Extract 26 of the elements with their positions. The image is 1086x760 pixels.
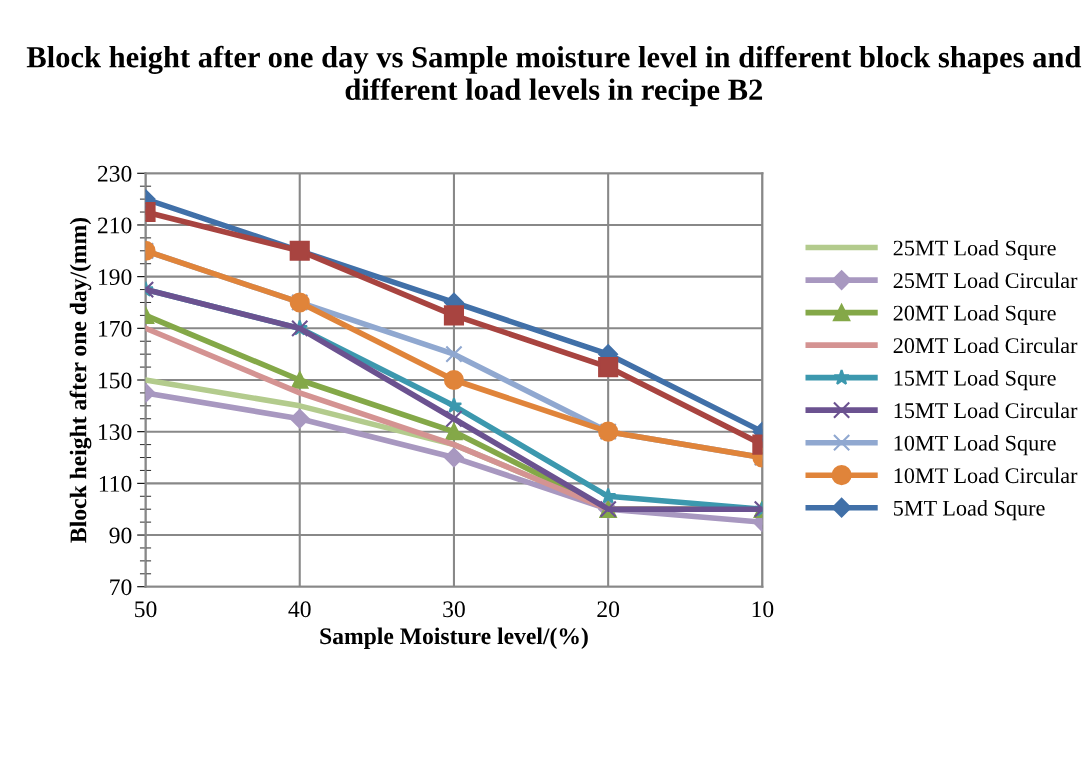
y-tick-label: 110 xyxy=(99,475,132,492)
x-axis-title: Sample Moisture level/(%) xyxy=(320,627,588,649)
y-tick-label: 70 xyxy=(110,579,132,596)
legend-label: 20MT Load Squre xyxy=(893,304,1056,326)
y-tick-label: 130 xyxy=(98,424,132,441)
x-tick-label: 50 xyxy=(135,601,157,618)
legend-label: 25MT Load Circular xyxy=(893,272,1078,289)
legend-label: 25MT Load Squre xyxy=(893,239,1056,261)
chart-title: Block height after one day vs Sample moisture level in different block shapes and different load levels in recipe B2 xyxy=(26,45,1082,107)
y-axis-title: Block height after one day/(mm) xyxy=(69,217,92,543)
legend-label: 10MT Load Squre xyxy=(894,435,1056,456)
x-tick-label: 20 xyxy=(597,601,620,618)
x-tick-label: 30 xyxy=(443,601,465,618)
x-tick-label: 10 xyxy=(752,601,774,618)
y-tick-label: 230 xyxy=(97,165,132,182)
legend-label: 20MT Load Circular xyxy=(893,337,1078,354)
legend-label: 5MT Load Squre xyxy=(894,500,1045,521)
y-tick-label: 210 xyxy=(97,217,132,234)
y-tick-label: 190 xyxy=(98,269,132,286)
legend-label: 10MT Load Circular xyxy=(894,467,1078,484)
y-tick-label: 170 xyxy=(98,320,132,337)
legend-label: 15MT Load Circular xyxy=(894,402,1078,419)
y-tick-label: 150 xyxy=(98,372,132,389)
legend-label: 15MT Load Squre xyxy=(894,369,1056,391)
x-tick-label: 40 xyxy=(288,601,311,618)
y-tick-label: 90 xyxy=(109,527,132,544)
